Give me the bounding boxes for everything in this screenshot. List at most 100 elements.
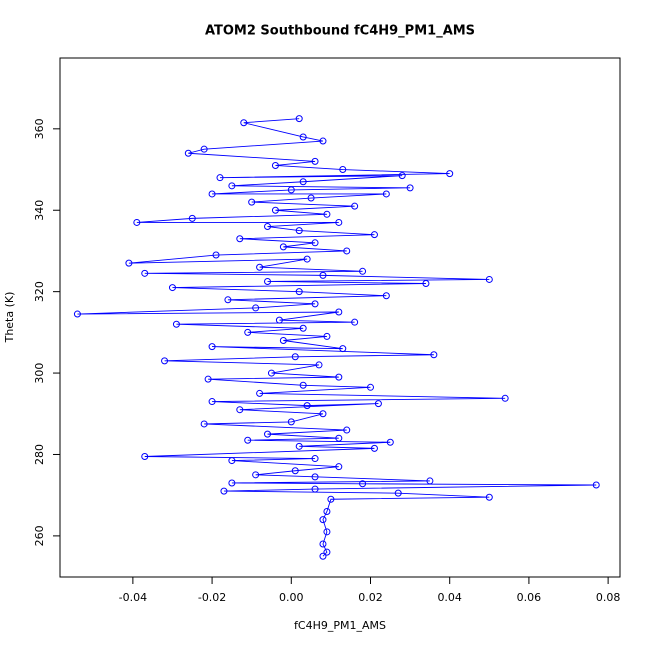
point (351, 202, 359, 210)
point (125, 259, 133, 267)
point (299, 381, 307, 389)
point (287, 186, 295, 194)
x-tick-label: 0.08 (596, 591, 621, 604)
point (224, 296, 232, 304)
x-tick-label: 0.00 (279, 591, 304, 604)
point (212, 251, 220, 259)
point (184, 149, 192, 157)
point (446, 170, 454, 178)
point (366, 383, 374, 391)
point (359, 267, 367, 275)
point (339, 166, 347, 174)
x-tick-label: -0.02 (198, 591, 226, 604)
point (351, 318, 359, 326)
point (267, 369, 275, 377)
point (252, 304, 260, 312)
point (323, 507, 331, 515)
point (319, 137, 327, 145)
point (220, 487, 228, 495)
point (204, 375, 212, 383)
point (311, 239, 319, 247)
point (236, 406, 244, 414)
point (386, 438, 394, 446)
point (236, 235, 244, 243)
point (398, 172, 406, 180)
point (319, 271, 327, 279)
point (188, 214, 196, 222)
point (141, 453, 149, 461)
point (271, 161, 279, 169)
point (430, 351, 438, 359)
y-tick-label: 340 (33, 200, 46, 221)
point (311, 473, 319, 481)
point (370, 231, 378, 239)
point (501, 394, 509, 402)
x-tick-label: 0.04 (437, 591, 462, 604)
point (323, 528, 331, 536)
point (295, 115, 303, 123)
point (208, 398, 216, 406)
point (216, 174, 224, 182)
point (295, 442, 303, 450)
point (295, 227, 303, 235)
y-tick-label: 300 (33, 363, 46, 384)
y-tick-label: 280 (33, 444, 46, 465)
point (394, 489, 402, 497)
point (161, 357, 169, 365)
point (303, 402, 311, 410)
point (382, 292, 390, 300)
point (287, 418, 295, 426)
point (311, 455, 319, 463)
point (319, 516, 327, 524)
point (228, 479, 236, 487)
point (485, 275, 493, 283)
point (339, 345, 347, 353)
point (335, 308, 343, 316)
point (592, 481, 600, 489)
point (299, 133, 307, 141)
point (406, 184, 414, 192)
point (200, 145, 208, 153)
point (335, 463, 343, 471)
point (311, 300, 319, 308)
point (315, 361, 323, 369)
point (168, 284, 176, 292)
point (335, 434, 343, 442)
point (200, 420, 208, 428)
y-tick-label: 260 (33, 525, 46, 546)
x-tick-label: 0.02 (358, 591, 383, 604)
point (256, 389, 264, 397)
point (279, 243, 287, 251)
series-line (77, 118, 597, 557)
point (291, 467, 299, 475)
point (264, 223, 272, 231)
point (319, 540, 327, 548)
point (240, 119, 248, 127)
point (311, 485, 319, 493)
point (485, 493, 493, 501)
point (264, 277, 272, 285)
point (295, 288, 303, 296)
point (382, 190, 390, 198)
point (323, 210, 331, 218)
point (323, 548, 331, 556)
point (335, 373, 343, 381)
point (426, 477, 434, 485)
point (307, 194, 315, 202)
point (244, 436, 252, 444)
point (275, 316, 283, 324)
point (291, 353, 299, 361)
point (208, 343, 216, 351)
y-tick-label: 320 (33, 281, 46, 302)
point (279, 336, 287, 344)
x-tick-label: -0.04 (119, 591, 147, 604)
chart-title: ATOM2 Southbound fC4H9_PM1_AMS (205, 24, 475, 39)
point (374, 400, 382, 408)
point (311, 157, 319, 165)
point (343, 426, 351, 434)
point (73, 310, 81, 318)
point (359, 480, 367, 488)
